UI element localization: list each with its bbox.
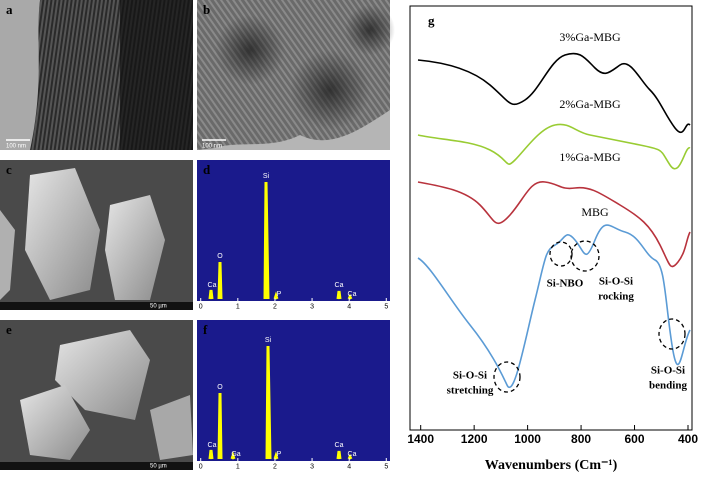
annotation: Si-O-Si	[453, 370, 487, 382]
x-tick-label: 1000	[514, 432, 541, 446]
panel-b: b 100 nm	[197, 0, 395, 150]
annotation: bending	[649, 380, 687, 392]
panel-label: a	[6, 2, 13, 17]
annotation: Si-NBO	[547, 278, 584, 290]
peak-label: Ca	[335, 282, 344, 289]
spectrum-curve	[417, 52, 691, 134]
panel-label: c	[6, 162, 12, 177]
panel-label: b	[203, 2, 210, 17]
peak-label: O	[217, 384, 223, 391]
panel-g: g 3%Ga-MBG 2%Ga-MBG 1%Ga-MBG MBG Si-NBO …	[407, 5, 698, 473]
spectrum-curve	[417, 123, 691, 170]
sem-particle	[105, 195, 165, 300]
spectrum-curve	[417, 224, 691, 389]
x-tick-label: 2	[273, 463, 277, 470]
x-tick-label: 4	[347, 303, 351, 310]
x-tick-label: 2	[273, 303, 277, 310]
annotation-circle	[493, 361, 521, 393]
plot-frame	[409, 5, 693, 431]
peak-label: Ca	[208, 442, 217, 449]
panel-e: e 50 µm	[0, 320, 193, 470]
peak-label: P	[277, 291, 282, 298]
eds-peaks	[208, 345, 353, 460]
x-tick-label: 600	[625, 432, 645, 446]
curve-label: 1%Ga-MBG	[559, 150, 621, 164]
scale-label: 50 µm	[150, 304, 167, 310]
scale-label: 50 µm	[150, 464, 167, 470]
panel-f: Si O Ca Ga P Ca Ca f 0 1 2 3 4 5	[197, 320, 390, 470]
sem-particle	[150, 395, 193, 460]
peak-label: Si	[265, 337, 272, 344]
annotation: Si-O-Si	[651, 365, 685, 377]
x-tick-label: 1	[236, 303, 240, 310]
x-tick-label: 0	[199, 463, 203, 470]
x-tick-label: 1	[236, 463, 240, 470]
peak-label: Ca	[208, 282, 217, 289]
peak-label: Ca	[348, 291, 357, 298]
x-tick-label: 0	[199, 303, 203, 310]
x-tick-label: 1400	[407, 432, 434, 446]
peak-label: O	[217, 253, 223, 260]
panel-a: a 100 nm	[0, 0, 193, 150]
curve-label: 3%Ga-MBG	[559, 30, 621, 44]
x-tick-label: 3	[310, 303, 314, 310]
curve-label: 2%Ga-MBG	[559, 97, 621, 111]
sem-particle	[20, 385, 90, 460]
annotation-circle	[549, 241, 573, 267]
curve-label: MBG	[581, 205, 609, 219]
annotation: rocking	[598, 291, 634, 303]
x-tick-label: 3	[310, 463, 314, 470]
panel-label: d	[203, 162, 211, 177]
annotation-circle	[570, 240, 600, 272]
sem-info-bar	[0, 462, 193, 470]
x-axis-label: Wavenumbers (Cm⁻¹)	[485, 458, 618, 473]
panel-label: f	[203, 322, 208, 337]
peak-label: P	[277, 451, 282, 458]
sem-particle	[25, 168, 100, 300]
peak-label: Ca	[335, 442, 344, 449]
peak-label: Ga	[231, 451, 240, 458]
x-tick-label: 5	[384, 303, 388, 310]
x-tick-label: 5	[384, 463, 388, 470]
eds-peaks	[208, 181, 353, 300]
x-tick-label: 1200	[461, 432, 488, 446]
x-tick-label: 4	[347, 463, 351, 470]
eds-plot-area	[197, 320, 390, 461]
tem-shade	[290, 50, 370, 130]
peak-label: Ca	[348, 451, 357, 458]
annotation: stretching	[447, 385, 494, 397]
panel-label: e	[6, 322, 12, 337]
sem-particle	[55, 330, 150, 420]
x-tick-label: 800	[571, 432, 591, 446]
sem-particle	[0, 210, 15, 300]
tem-shade	[215, 15, 285, 85]
spectrum-curve	[417, 181, 691, 268]
scale-label: 100 nm	[6, 144, 26, 150]
annotation: Si-O-Si	[599, 276, 633, 288]
tem-shade	[345, 5, 395, 55]
peak-label: Si	[263, 173, 270, 180]
sem-info-bar	[0, 302, 193, 310]
panel-label: g	[428, 13, 435, 28]
scale-label: 100 nm	[202, 144, 222, 150]
eds-plot-area	[197, 160, 390, 301]
x-tick-label: 400	[678, 432, 698, 446]
panel-d: Si O Ca P Ca Ca d 0 1 2 3 4 5	[197, 160, 390, 310]
tem-dark-region	[120, 0, 193, 150]
panel-c: c 50 µm	[0, 160, 193, 310]
annotation-circle	[658, 318, 686, 350]
